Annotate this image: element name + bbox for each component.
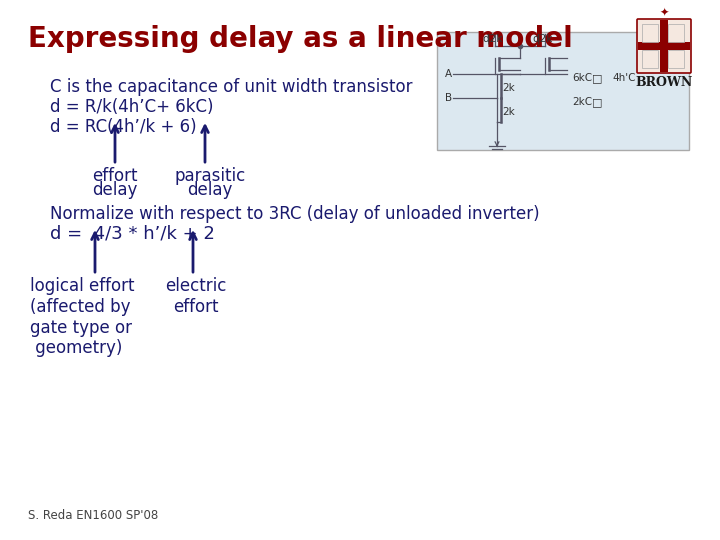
FancyBboxPatch shape: [637, 19, 691, 73]
Bar: [668, 50, 684, 68]
Text: d: d: [532, 34, 539, 44]
Text: BROWN: BROWN: [635, 76, 693, 89]
Text: A: A: [445, 69, 452, 79]
Text: C is the capacitance of unit width transistor: C is the capacitance of unit width trans…: [50, 78, 413, 96]
Bar: [638, 42, 690, 50]
Text: □: □: [592, 73, 603, 83]
Text: □: □: [592, 97, 603, 107]
Text: |2k: |2k: [487, 34, 503, 44]
Text: ✦: ✦: [660, 8, 669, 18]
Bar: [660, 20, 668, 72]
Text: d =  4/3 * h’/k + 2: d = 4/3 * h’/k + 2: [50, 225, 215, 243]
Text: |2k: |2k: [537, 34, 554, 44]
Text: delay: delay: [187, 181, 233, 199]
Bar: [642, 50, 658, 68]
Text: d: d: [482, 34, 489, 44]
Text: Normalize with respect to 3RC (delay of unloaded inverter): Normalize with respect to 3RC (delay of …: [50, 205, 539, 223]
Text: effort: effort: [92, 167, 138, 185]
Text: 2kC: 2kC: [572, 97, 592, 107]
Text: parasitic: parasitic: [174, 167, 246, 185]
Bar: [668, 24, 684, 42]
Text: d = RC(4h’/k + 6): d = RC(4h’/k + 6): [50, 118, 197, 136]
Text: 6kC: 6kC: [572, 73, 592, 83]
Text: Expressing delay as a linear model: Expressing delay as a linear model: [28, 25, 572, 53]
Text: delay: delay: [92, 181, 138, 199]
Text: 4h'C: 4h'C: [612, 73, 636, 83]
Text: logical effort
(affected by
gate type or
 geometry): logical effort (affected by gate type or…: [30, 277, 135, 357]
Bar: [437, 32, 689, 150]
Text: d = R/k(4h’C+ 6kC): d = R/k(4h’C+ 6kC): [50, 98, 214, 116]
Text: 2k: 2k: [502, 107, 515, 117]
Text: S. Reda EN1600 SP'08: S. Reda EN1600 SP'08: [28, 509, 158, 522]
Text: 2k: 2k: [502, 83, 515, 93]
Bar: [642, 24, 658, 42]
Text: electric
effort: electric effort: [165, 277, 226, 316]
Text: B: B: [445, 93, 452, 103]
